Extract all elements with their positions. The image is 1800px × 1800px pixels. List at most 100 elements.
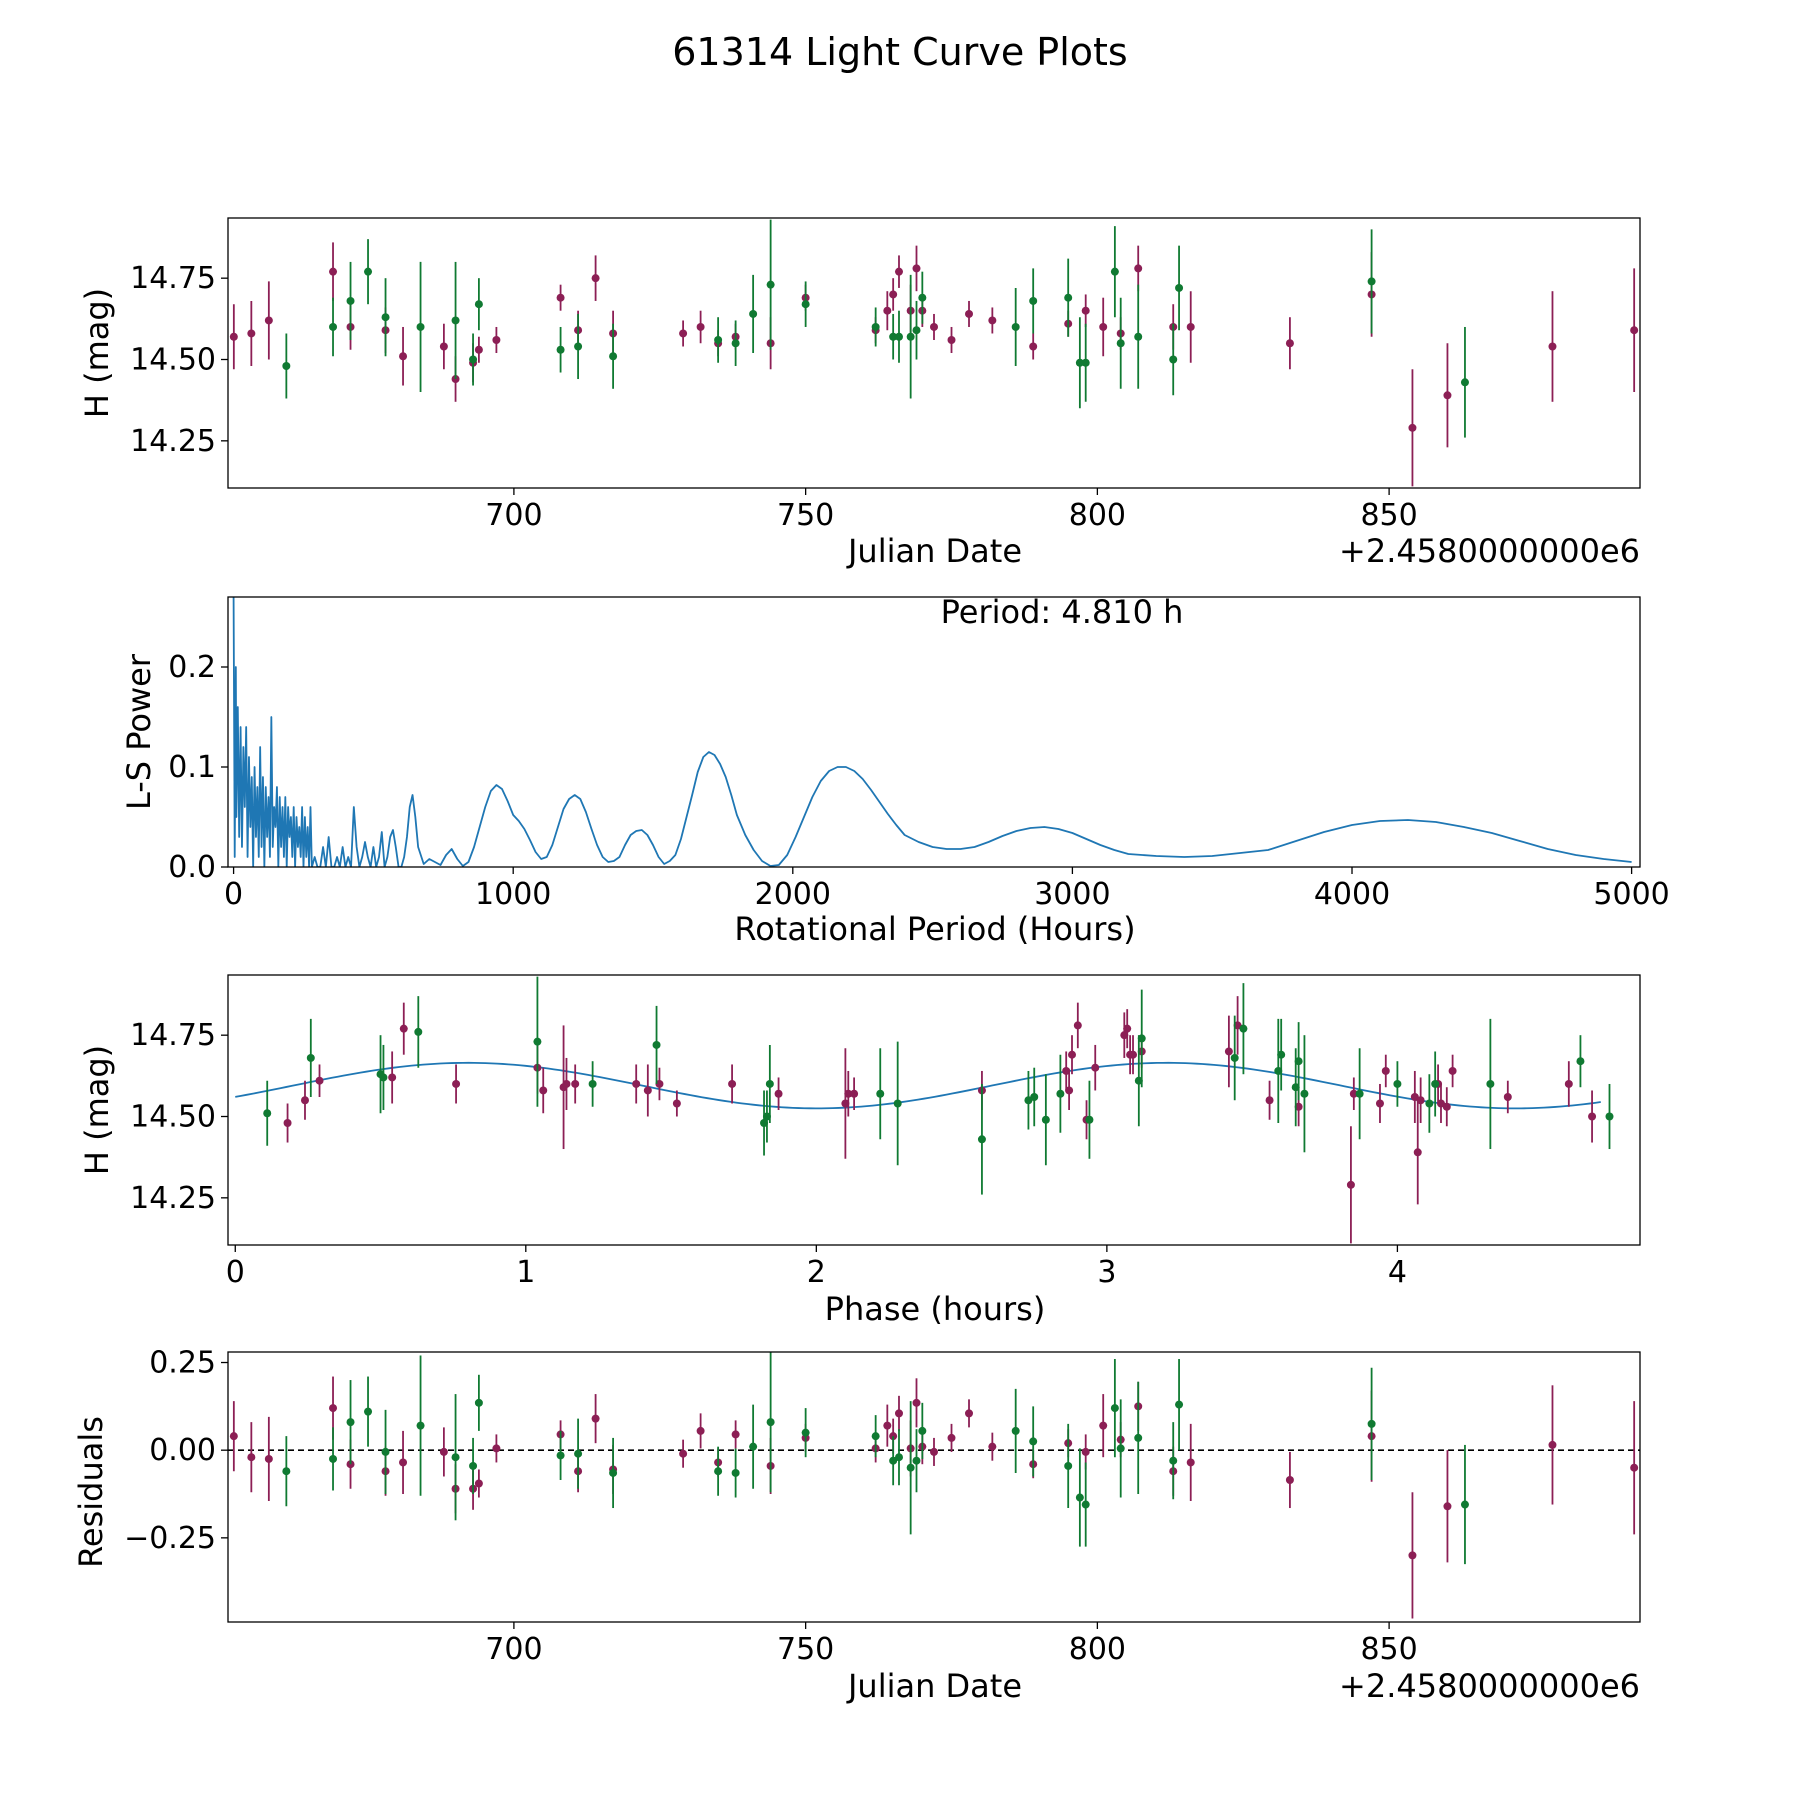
phased-xlabel: Phase (hours) bbox=[825, 1290, 1046, 1328]
phased-data-point bbox=[760, 1119, 769, 1128]
residuals-data-point bbox=[1134, 1433, 1143, 1442]
phased-data-point bbox=[1233, 1021, 1242, 1030]
residuals-data-point bbox=[988, 1442, 997, 1451]
phased-data-point bbox=[632, 1079, 641, 1088]
residuals-data-point bbox=[871, 1432, 880, 1441]
residuals-data-point bbox=[399, 1458, 408, 1467]
phased-plot-area: 0 1 2 3 4 14.25 14.50 14.75 bbox=[130, 976, 1614, 1290]
phased-fit-curve bbox=[235, 1061, 1601, 1110]
phased-data-point bbox=[1239, 1024, 1248, 1033]
residuals-data-point bbox=[889, 1456, 898, 1465]
periodogram-xtick-label: 3000 bbox=[1034, 877, 1110, 912]
lightcurve-data-point bbox=[329, 322, 338, 331]
lightcurve-data-point bbox=[346, 296, 355, 305]
residuals-frame bbox=[227, 1351, 1641, 1623]
lightcurve-data-point bbox=[947, 335, 956, 344]
phased-data-point bbox=[1056, 1089, 1065, 1098]
residuals-ytick-label: 0.00 bbox=[149, 1433, 216, 1468]
residuals-data-point bbox=[364, 1407, 373, 1416]
lightcurve-data-point bbox=[1081, 358, 1090, 367]
residuals-data-point bbox=[696, 1426, 705, 1435]
figure-title: 61314 Light Curve Plots bbox=[672, 30, 1127, 74]
phased-data-point bbox=[1085, 1115, 1094, 1124]
phased-data-point bbox=[841, 1099, 850, 1108]
lightcurve-data-point bbox=[364, 267, 373, 276]
residuals-xtick-label: 800 bbox=[1069, 1632, 1126, 1667]
phased-data-point bbox=[399, 1024, 408, 1033]
phased-data-point bbox=[1030, 1092, 1039, 1101]
residuals-data-point bbox=[282, 1467, 291, 1476]
residuals-data-point bbox=[474, 1398, 483, 1407]
lightcurve-data-point bbox=[918, 293, 927, 302]
phased-axes: 0 1 2 3 4 14.25 14.50 14.75 bbox=[130, 1018, 1407, 1290]
lightcurve-xtick-label: 850 bbox=[1360, 498, 1417, 533]
phased-data-point bbox=[539, 1086, 548, 1095]
phased-data-point bbox=[1503, 1092, 1512, 1101]
residuals-data-point bbox=[469, 1461, 478, 1470]
phased-data-point bbox=[1123, 1024, 1132, 1033]
phased-data-point bbox=[1442, 1102, 1451, 1111]
phased-data-point bbox=[1291, 1083, 1300, 1092]
residuals-data-point bbox=[1099, 1421, 1108, 1430]
residuals-panel: 700 750 800 850 −0.25 0.00 0.25 Julian Date +2… bbox=[72, 1346, 1641, 1705]
lightcurve-data-point bbox=[894, 267, 903, 276]
lightcurve-data-point bbox=[329, 267, 338, 276]
phased-data-point bbox=[1300, 1089, 1309, 1098]
phased-data-point bbox=[379, 1073, 388, 1082]
lightcurve-data-point bbox=[609, 352, 618, 361]
lightcurve-xtick-label: 750 bbox=[777, 498, 834, 533]
residuals-data-point bbox=[883, 1421, 892, 1430]
residuals-data-point bbox=[1443, 1502, 1452, 1511]
residuals-data-point bbox=[247, 1453, 256, 1462]
phased-data-point bbox=[1375, 1099, 1384, 1108]
phased-data-point bbox=[1274, 1066, 1283, 1075]
lightcurve-data-point bbox=[1186, 322, 1195, 331]
phased-data-point bbox=[1294, 1102, 1303, 1111]
residuals-data-point bbox=[1460, 1500, 1469, 1509]
phased-data-point bbox=[1431, 1079, 1440, 1088]
phased-data-point bbox=[1436, 1099, 1445, 1108]
residuals-data-point bbox=[416, 1421, 425, 1430]
periodogram-plot-area: 0 1000 2000 3000 4000 5000 0.0 0.1 0.2 bbox=[168, 597, 1670, 912]
phased-data-point bbox=[1588, 1112, 1597, 1121]
lightcurve-data-point bbox=[474, 300, 483, 309]
residuals-x-offset: +2.4580000000e6 bbox=[1339, 1667, 1640, 1705]
lightcurve-data-point bbox=[469, 355, 478, 364]
phased-ytick-label: 14.75 bbox=[130, 1018, 216, 1053]
periodogram-xtick-label: 4000 bbox=[1314, 877, 1390, 912]
lightcurve-data-point bbox=[247, 329, 256, 338]
phased-data-point bbox=[672, 1099, 681, 1108]
phased-data-point bbox=[315, 1076, 324, 1085]
residuals-data-point bbox=[1110, 1404, 1119, 1413]
lightcurve-data-point bbox=[574, 342, 583, 351]
residuals-data-point bbox=[766, 1418, 775, 1427]
phased-data-point bbox=[1277, 1050, 1286, 1059]
lightcurve-data-point bbox=[766, 280, 775, 289]
phased-data-point bbox=[765, 1079, 774, 1088]
phased-data-point bbox=[1393, 1079, 1402, 1088]
periodogram-ytick-label: 0.1 bbox=[168, 750, 216, 785]
residuals-data-point bbox=[894, 1453, 903, 1462]
residuals-xtick-label: 750 bbox=[777, 1632, 834, 1667]
lightcurve-data-point bbox=[1029, 342, 1038, 351]
lightcurve-data-point bbox=[988, 316, 997, 325]
phased-data-point bbox=[977, 1135, 986, 1144]
lightcurve-data-point bbox=[1134, 264, 1143, 273]
lightcurve-data-point bbox=[1116, 339, 1125, 348]
residuals-data-point bbox=[1169, 1456, 1178, 1465]
phased-data-point bbox=[1265, 1096, 1274, 1105]
lightcurve-data-point bbox=[1064, 293, 1073, 302]
lightcurve-data-point bbox=[381, 313, 390, 322]
lightcurve-ytick-label: 14.75 bbox=[130, 261, 216, 296]
periodogram-axes: 0 1000 2000 3000 4000 5000 0.0 0.1 0.2 bbox=[168, 650, 1670, 912]
phased-data-point bbox=[533, 1037, 542, 1046]
lightcurve-data-point bbox=[1630, 326, 1639, 335]
phased-data-point bbox=[1062, 1066, 1071, 1075]
phased-ytick-label: 14.50 bbox=[130, 1100, 216, 1135]
phased-data-point bbox=[588, 1079, 597, 1088]
phased-data-point bbox=[306, 1053, 315, 1062]
phased-data-point bbox=[571, 1079, 580, 1088]
residuals-data-point bbox=[574, 1449, 583, 1458]
